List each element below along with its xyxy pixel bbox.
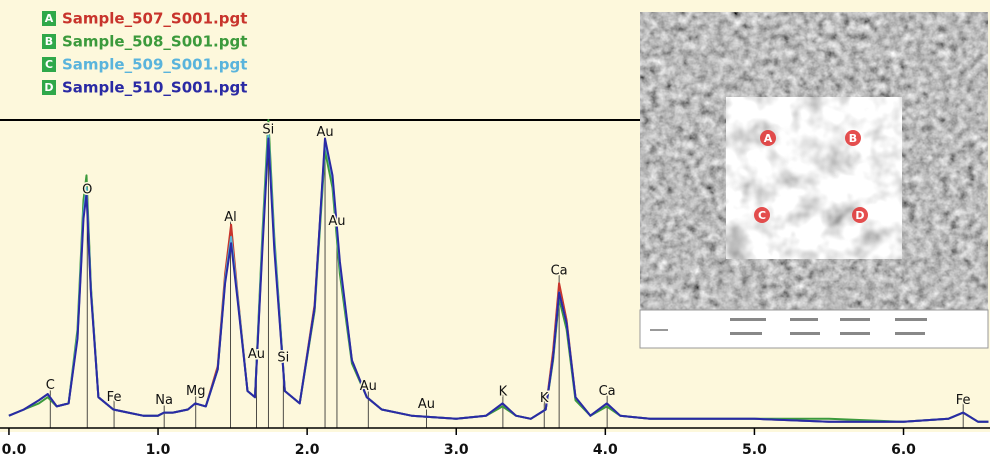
- peak-label: Fe: [956, 393, 971, 408]
- peak-label: K: [540, 391, 549, 406]
- sem-spot: [852, 207, 868, 223]
- legend-entry: Sample_507_S001.pgt: [62, 10, 247, 28]
- legend-key-label: A: [45, 12, 54, 25]
- peak-label: Fe: [107, 390, 122, 405]
- peak-label: C: [46, 378, 55, 393]
- legend-key-label: B: [45, 35, 53, 48]
- legend-key: [42, 34, 56, 49]
- peak-label: K: [499, 384, 508, 399]
- x-tick-label: 3.0: [444, 442, 469, 458]
- peak-label: Si: [262, 123, 274, 138]
- peak-label: Na: [155, 393, 173, 408]
- x-tick-label: 1.0: [146, 442, 171, 458]
- sem-spot: [845, 130, 861, 146]
- info-text-blur: [730, 318, 927, 335]
- plot: C O Fe Na Mg Al Au Si Si Au Au Au Au K K Ca Ca Fe 0.0 1.0 2.…: [0, 119, 990, 458]
- x-tick-label: 6.0: [891, 442, 916, 458]
- x-tick-label: 4.0: [593, 442, 618, 458]
- x-tick-label: 0.0: [2, 442, 27, 458]
- x-tick-label: 5.0: [742, 442, 767, 458]
- sem-spot: [754, 207, 770, 223]
- sem-spot-label: D: [855, 209, 864, 222]
- spectrum-line: [8, 137, 989, 423]
- peak-label: Ca: [599, 384, 616, 399]
- legend-key: [42, 57, 56, 72]
- sem-info-bar: [639, 309, 989, 349]
- peak-label: Au: [248, 347, 265, 362]
- peak-label: Au: [360, 379, 377, 394]
- x-tick-label: 2.0: [295, 442, 320, 458]
- sem-inset: [639, 12, 989, 349]
- legend-key: [42, 80, 56, 95]
- sem-spot-label: C: [758, 209, 766, 222]
- peak-label: Si: [277, 350, 289, 365]
- peak-label: Au: [418, 397, 435, 412]
- sem-spot: [760, 130, 776, 146]
- legend-entry: Sample_510_S001.pgt: [62, 79, 247, 97]
- sem-spot-label: A: [764, 132, 773, 145]
- legend-key: [42, 11, 56, 26]
- peak-label: Au: [316, 125, 333, 140]
- peak-label: Mg: [186, 384, 205, 399]
- legend-key-label: D: [44, 81, 53, 94]
- sem-selection: [725, 96, 903, 260]
- legend-key-label: C: [45, 58, 53, 71]
- legend-entry: Sample_508_S001.pgt: [62, 33, 247, 51]
- peak-label: Au: [328, 214, 345, 229]
- sem-spot-label: B: [849, 132, 857, 145]
- peak-label: Ca: [551, 264, 568, 279]
- peak-label: O: [82, 183, 92, 198]
- legend-entry: Sample_509_S001.pgt: [62, 56, 247, 74]
- legend: A Sample_507_S001.pgt B Sample_508_S001.pgt…: [42, 10, 247, 97]
- peak-label: Al: [224, 210, 237, 225]
